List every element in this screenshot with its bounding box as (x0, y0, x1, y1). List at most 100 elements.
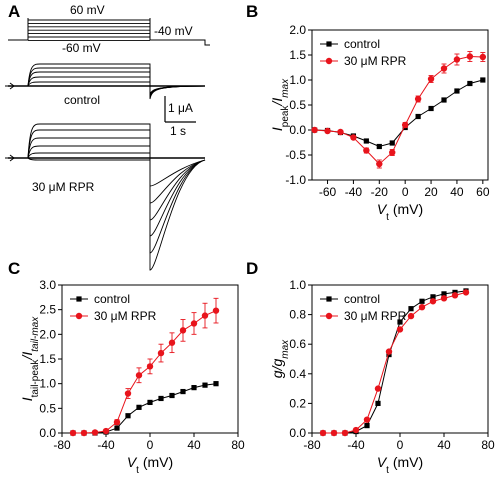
voltage-protocol (8, 18, 210, 46)
data-point (363, 416, 371, 423)
y-axis-label: g/gmax (269, 339, 291, 378)
data-point (364, 423, 370, 429)
x-tick-label: 40 (187, 438, 201, 452)
legend-marker (76, 296, 82, 302)
legend-marker (326, 296, 332, 302)
x-tick-label: -40 (97, 438, 115, 452)
x-tick-label: -80 (303, 438, 321, 452)
legend-marker (325, 312, 333, 320)
data-point (440, 295, 448, 302)
control-zero-arrow (5, 82, 15, 90)
x-tick-label: 0 (402, 185, 409, 199)
protocol-outline (8, 18, 210, 46)
protocol-bottom-voltage: -60 mV (62, 41, 101, 55)
data-point (479, 53, 487, 61)
y-tick-label: 1.5 (39, 352, 56, 366)
x-tick-label: 0 (147, 438, 154, 452)
x-axis-label: Vt (mV) (377, 201, 423, 223)
data-point (408, 306, 414, 312)
y-tick-label: 0.8 (289, 308, 306, 322)
data-point (168, 339, 176, 346)
rpr-trace (8, 157, 206, 187)
data-point (389, 149, 396, 156)
legend-label: control (94, 292, 130, 306)
data-point (91, 429, 99, 436)
data-point (415, 113, 421, 120)
y-tick-label: 2.0 (39, 327, 56, 341)
series-control (70, 381, 219, 436)
data-point (113, 418, 121, 426)
y-axis-label: Ipeak/Imax (269, 78, 291, 131)
data-point (341, 429, 349, 437)
series-line (314, 55, 483, 165)
x-tick-label: 60 (476, 185, 490, 199)
scale-current-label: 1 μA (168, 101, 193, 115)
data-point (363, 138, 369, 144)
data-point (376, 143, 382, 150)
y-tick-label: 0.0 (289, 426, 306, 440)
data-point (158, 395, 164, 402)
data-point (407, 312, 415, 320)
rpr-current-traces (5, 123, 206, 271)
data-point (375, 400, 381, 406)
panel-label-c: C (8, 259, 20, 278)
data-point (352, 426, 360, 434)
legend-label: 30 μM RPR (344, 54, 407, 68)
control-trace-label: control (64, 93, 100, 107)
x-axis-label: Vt (mV) (127, 454, 173, 476)
data-point (441, 291, 447, 297)
scale-time-label: 1 s (170, 124, 186, 138)
y-tick-label: -0.5 (285, 148, 306, 162)
series-rpr (69, 297, 220, 437)
data-point (363, 147, 370, 154)
data-point (414, 95, 422, 103)
control-current-traces (5, 63, 206, 100)
rpr-trace (8, 129, 206, 254)
data-point (157, 349, 165, 357)
x-tick-label: 80 (481, 438, 495, 452)
y-tick-label: 2.5 (39, 303, 56, 317)
rpr-trace-label: 30 μM RPR (32, 180, 95, 194)
rpr-trace (8, 137, 206, 237)
data-point (201, 312, 209, 319)
x-tick-label: -80 (53, 438, 71, 452)
control-trace (8, 71, 206, 97)
control-trace (8, 85, 206, 100)
chart-b: -60 -40 -20 0 20 40 60 -1.0 -0.5 0.0 0.5 1.0 1.5 2.0 V… (269, 23, 490, 223)
data-point (190, 320, 198, 327)
x-tick-label: -20 (371, 185, 389, 199)
y-tick-label: 0.2 (289, 396, 306, 410)
x-tick-label: 40 (450, 185, 464, 199)
series-line (73, 383, 217, 434)
data-point (430, 294, 436, 300)
data-point (147, 399, 153, 406)
panel-label-d: D (246, 259, 258, 278)
legend-label: 30 μM RPR (94, 309, 157, 323)
data-point (462, 289, 470, 296)
data-point (440, 65, 448, 72)
y-tick-label: 0.6 (289, 337, 306, 351)
y-tick-label: 1.0 (289, 278, 306, 292)
x-tick-label: 80 (231, 438, 245, 452)
data-point (428, 105, 434, 112)
control-trace (8, 81, 206, 99)
panel-label-a: A (8, 2, 20, 21)
x-tick-label: 0 (397, 438, 404, 452)
y-tick-label: -1.0 (285, 173, 306, 187)
legend-marker (75, 312, 83, 320)
panel-a-traces: 60 mV -60 mV -40 mV control 1 μA 1 s 30 … (5, 3, 210, 271)
data-point (212, 307, 220, 314)
data-point (179, 327, 187, 334)
data-point (418, 304, 426, 311)
data-point (330, 429, 338, 437)
plot-frame (311, 284, 489, 434)
y-tick-label: 0.5 (39, 401, 56, 415)
x-tick-label: -40 (347, 438, 365, 452)
data-point (401, 121, 409, 129)
x-axis-label: Vt (mV) (377, 454, 423, 476)
chart-c: -80 -40 0 40 80 0.0 0.5 1.0 1.5 2.0 2.5 3.0 Vt (mV) I… (19, 278, 245, 476)
data-point (169, 392, 175, 399)
data-point (385, 348, 393, 355)
data-point (389, 140, 395, 146)
